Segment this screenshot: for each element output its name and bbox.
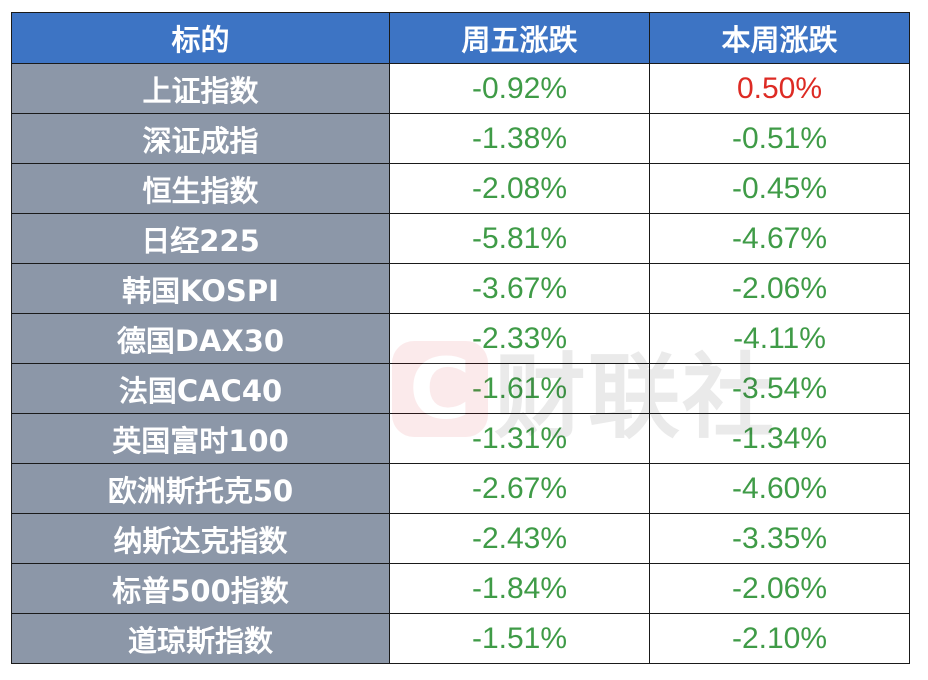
- friday-change-value: -1.61%: [389, 363, 650, 414]
- table-row: 欧洲斯托克50 -2.67% -4.60%: [11, 463, 910, 514]
- friday-change-value: -1.51%: [389, 613, 650, 664]
- friday-change-value: -2.43%: [389, 513, 650, 564]
- header-friday-change: 周五涨跌: [389, 12, 650, 64]
- week-change-value: -3.35%: [649, 513, 910, 564]
- header-week-change: 本周涨跌: [649, 12, 910, 64]
- week-change-value: -4.60%: [649, 463, 910, 514]
- friday-change-value: -0.92%: [389, 63, 650, 114]
- week-change-value: -2.10%: [649, 613, 910, 664]
- week-change-value: -4.11%: [649, 313, 910, 364]
- header-row: 标的 周五涨跌 本周涨跌: [11, 12, 910, 64]
- table-row: 标普500指数 -1.84% -2.06%: [11, 563, 910, 614]
- index-performance-table-frame: 标的 周五涨跌 本周涨跌 上证指数 -0.92% 0.50% 深证成指 -1.3…: [11, 12, 910, 664]
- table-row: 日经225 -5.81% -4.67%: [11, 213, 910, 264]
- instrument-name: 上证指数: [11, 63, 390, 114]
- table-row: 德国DAX30 -2.33% -4.11%: [11, 313, 910, 364]
- friday-change-value: -1.38%: [389, 113, 650, 164]
- instrument-name: 道琼斯指数: [11, 613, 390, 664]
- index-performance-table: 标的 周五涨跌 本周涨跌 上证指数 -0.92% 0.50% 深证成指 -1.3…: [11, 12, 910, 664]
- instrument-name: 标普500指数: [11, 563, 390, 614]
- instrument-name: 法国CAC40: [11, 363, 390, 414]
- week-change-value: -4.67%: [649, 213, 910, 264]
- table-row: 纳斯达克指数 -2.43% -3.35%: [11, 513, 910, 564]
- instrument-name: 德国DAX30: [11, 313, 390, 364]
- table-row: 韩国KOSPI -3.67% -2.06%: [11, 263, 910, 314]
- instrument-name: 日经225: [11, 213, 390, 264]
- friday-change-value: -2.67%: [389, 463, 650, 514]
- instrument-name: 韩国KOSPI: [11, 263, 390, 314]
- table-row: 上证指数 -0.92% 0.50%: [11, 63, 910, 114]
- friday-change-value: -3.67%: [389, 263, 650, 314]
- friday-change-value: -2.33%: [389, 313, 650, 364]
- instrument-name: 恒生指数: [11, 163, 390, 214]
- header-instrument: 标的: [11, 12, 390, 64]
- week-change-value: -2.06%: [649, 563, 910, 614]
- table-row: 恒生指数 -2.08% -0.45%: [11, 163, 910, 214]
- table-row: 英国富时100 -1.31% -1.34%: [11, 413, 910, 464]
- table-row: 深证成指 -1.38% -0.51%: [11, 113, 910, 164]
- friday-change-value: -1.84%: [389, 563, 650, 614]
- table-row: 法国CAC40 -1.61% -3.54%: [11, 363, 910, 414]
- week-change-value: -1.34%: [649, 413, 910, 464]
- week-change-value: -2.06%: [649, 263, 910, 314]
- week-change-value: -0.51%: [649, 113, 910, 164]
- friday-change-value: -2.08%: [389, 163, 650, 214]
- instrument-name: 深证成指: [11, 113, 390, 164]
- week-change-value: -0.45%: [649, 163, 910, 214]
- table-row: 道琼斯指数 -1.51% -2.10%: [11, 613, 910, 664]
- friday-change-value: -1.31%: [389, 413, 650, 464]
- week-change-value: -3.54%: [649, 363, 910, 414]
- week-change-value: 0.50%: [649, 63, 910, 114]
- instrument-name: 纳斯达克指数: [11, 513, 390, 564]
- instrument-name: 欧洲斯托克50: [11, 463, 390, 514]
- instrument-name: 英国富时100: [11, 413, 390, 464]
- friday-change-value: -5.81%: [389, 213, 650, 264]
